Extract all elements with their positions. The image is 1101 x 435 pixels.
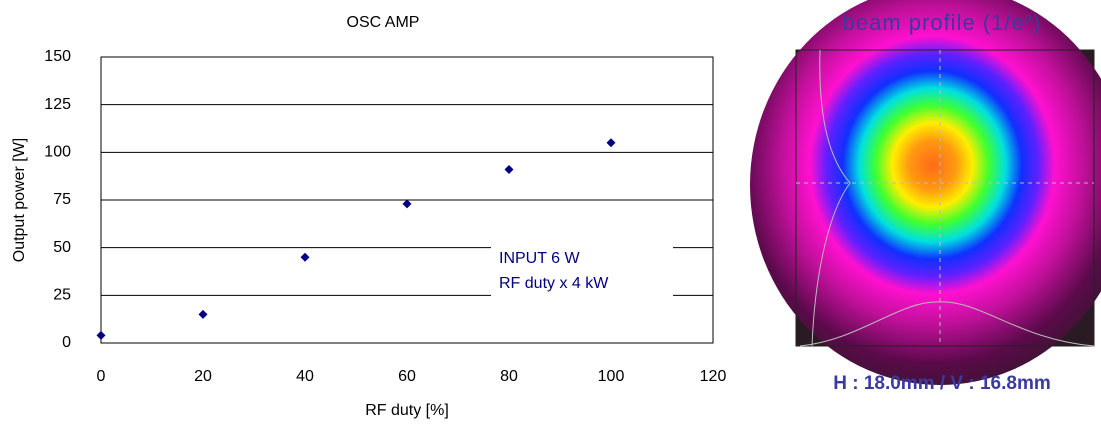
point [402,199,412,209]
v-profile [799,301,1095,347]
x-tick-label: 0 [97,368,106,385]
y-tick-label: 125 [44,96,71,113]
x-tick-label: 60 [398,368,416,385]
plot-area: 0 25 50 75 100 125 150 0 20 40 60 80 100 120 INPUT 6 W… [44,48,726,385]
annotation-box [491,238,673,296]
point [606,138,616,148]
chart-title: OSC AMP [347,14,420,31]
x-tick-label: 40 [296,368,314,385]
x-tick-label: 80 [500,368,518,385]
beam-caption: H : 18.0mm / V : 16.8mm [833,373,1051,394]
y-tick-label: 150 [44,48,71,65]
beam-image [750,0,1101,385]
x-tick-label: 100 [598,368,625,385]
beam-spot [750,0,1101,385]
x-tick-label: 20 [194,368,212,385]
point [96,330,106,340]
y-tick-label: 25 [53,287,71,304]
y-tick-label: 50 [53,239,71,256]
y-axis-label: Output power [W] [11,138,28,263]
y-tick-label: 75 [53,191,71,208]
y-tick-label: 100 [44,144,71,161]
point [198,309,208,319]
beam-title: beam profile (1/e²) [843,10,1042,35]
plot-frame [100,56,714,344]
x-axis-label: RF duty [%] [365,402,449,419]
h-profile [811,49,851,347]
x-tick-label: 120 [700,368,727,385]
annotation: INPUT 6 W [499,250,581,267]
point [300,252,310,262]
y-tick-label: 0 [62,334,71,351]
point [504,164,514,174]
annotation: RF duty x 4 kW [499,275,609,292]
